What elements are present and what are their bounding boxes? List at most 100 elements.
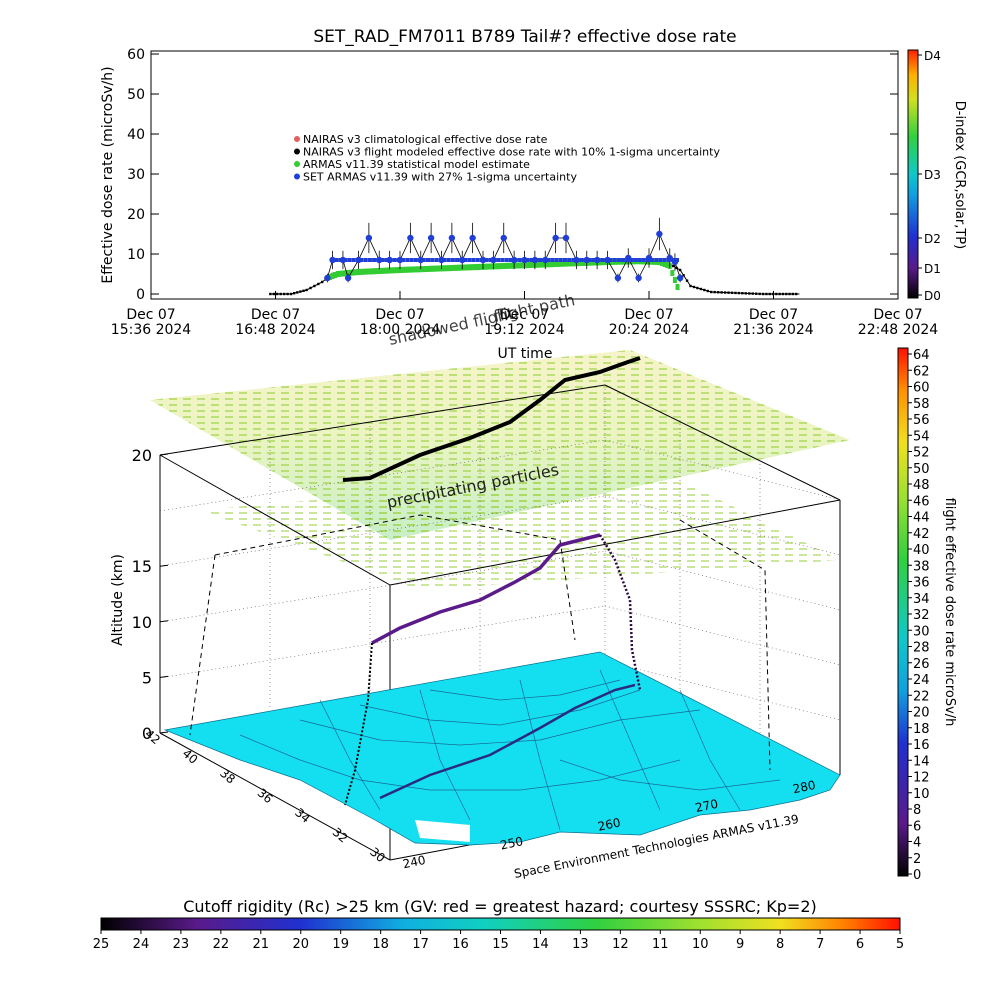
armas-point: [530, 261, 535, 268]
set-armas-point: [654, 258, 659, 262]
armas-point: [395, 267, 400, 274]
dose-tick-label: 42: [913, 527, 930, 542]
top-ytick-label: 0: [136, 287, 145, 303]
armas-point: [540, 261, 545, 268]
armas-point: [372, 268, 377, 275]
nairas-point: [682, 274, 685, 277]
top-xtick-label: Dec 07: [749, 307, 798, 323]
nairas-point: [751, 292, 754, 295]
armas-point: [410, 266, 415, 273]
set-armas-point: [604, 258, 609, 262]
top-ytick-label: 10: [127, 247, 145, 263]
armas-point: [442, 265, 447, 272]
nairas-point: [279, 292, 282, 296]
armas-point: [356, 269, 361, 275]
armas-point: [592, 259, 597, 266]
set-armas-point: [587, 258, 592, 262]
top-ytick-label: 60: [127, 47, 145, 63]
rc-colorbar-panel: Cutoff rigidity (Rc) >25 km (GV: red = g…: [93, 897, 904, 952]
armas-point: [473, 264, 478, 271]
set-armas-point: [338, 258, 343, 262]
armas-point: [589, 259, 594, 266]
dose-tick-label: 12: [913, 771, 930, 786]
armas-point: [564, 260, 568, 267]
nairas-point: [706, 289, 709, 293]
nairas-point: [276, 292, 279, 296]
set-armas-point: [359, 258, 364, 262]
armas-point: [597, 259, 602, 266]
nairas-point: [775, 292, 778, 296]
latitude-tick-label: 38: [217, 766, 238, 787]
dose-tick-label: 14: [913, 754, 930, 769]
set-armas-point: [641, 258, 646, 262]
set-armas-point: [633, 258, 638, 262]
altitude-tick-mark: [159, 620, 169, 623]
nairas-point: [727, 291, 730, 294]
ground-track: [379, 683, 636, 800]
top-xtick-label: Dec 07: [873, 307, 922, 323]
set-armas-point: [554, 258, 559, 262]
set-armas-point: [380, 258, 385, 262]
shadow-projection-down: [189, 554, 216, 736]
armas-point: [343, 270, 348, 277]
set-armas-point: [344, 274, 352, 282]
nairas-point: [678, 268, 682, 272]
set-armas-point: [542, 258, 547, 262]
rc-tick-label: 8: [776, 937, 784, 952]
legend-entry: NAIRAS v3 flight modeled effective dose …: [303, 146, 720, 159]
nairas-point: [737, 291, 741, 295]
rc-tick-label: 24: [133, 937, 150, 952]
rc-tick-label: 25: [93, 937, 110, 952]
top-title: SET_RAD_FM7011 B789 Tail#? effective dos…: [313, 27, 736, 47]
nairas-point: [794, 292, 798, 296]
nairas-point: [320, 280, 324, 284]
dose-colorbar: [897, 347, 909, 877]
armas-point: [374, 268, 379, 275]
set-armas-point: [676, 274, 684, 282]
dose-tick-label: 24: [913, 673, 930, 688]
rc-tick-label: 10: [692, 937, 709, 952]
rc-tick-label: 20: [292, 937, 309, 952]
dose-tick-label: 40: [913, 543, 930, 558]
ascent-trail: [344, 642, 373, 806]
set-armas-point: [621, 258, 626, 262]
top-ytick-label: 50: [127, 87, 145, 103]
set-armas-point: [533, 258, 538, 262]
top-ytick-label: 30: [127, 167, 145, 183]
armas-point: [558, 260, 563, 267]
set-armas-point: [500, 234, 507, 242]
rc-tick-label: 11: [652, 937, 669, 952]
d-index-colorbar: [907, 49, 919, 299]
armas-point: [429, 265, 434, 272]
armas-point: [504, 262, 509, 269]
armas-point: [475, 264, 480, 270]
armas-point: [431, 265, 436, 272]
set-armas-point: [475, 258, 480, 262]
top-xlabel: UT time: [498, 346, 553, 362]
dose-tick-label: 44: [913, 511, 930, 526]
set-armas-point: [562, 258, 567, 262]
dose-tick-label: 28: [913, 641, 930, 656]
set-armas-point: [579, 258, 584, 262]
armas-point: [423, 266, 428, 272]
nairas-point: [269, 292, 272, 296]
legend-entry: SET ARMAS v11.39 with 27% 1-sigma uncert…: [303, 171, 577, 184]
armas-point: [506, 262, 511, 269]
set-armas-point: [488, 258, 493, 262]
nairas-point: [768, 292, 771, 296]
armas-point: [390, 267, 395, 274]
set-armas-point: [401, 258, 406, 262]
armas-point: [571, 260, 576, 267]
armas-point: [452, 264, 457, 271]
set-armas-point: [434, 258, 439, 262]
armas-point: [576, 260, 581, 267]
top-xtick-label: Dec 07: [251, 307, 300, 323]
dose-tick-label: 18: [913, 722, 930, 737]
armas-point: [545, 261, 550, 268]
armas-point: [556, 260, 561, 267]
set-armas-point: [426, 258, 431, 262]
set-armas-point: [430, 258, 435, 262]
longitude-tick-label: 260: [597, 815, 622, 833]
